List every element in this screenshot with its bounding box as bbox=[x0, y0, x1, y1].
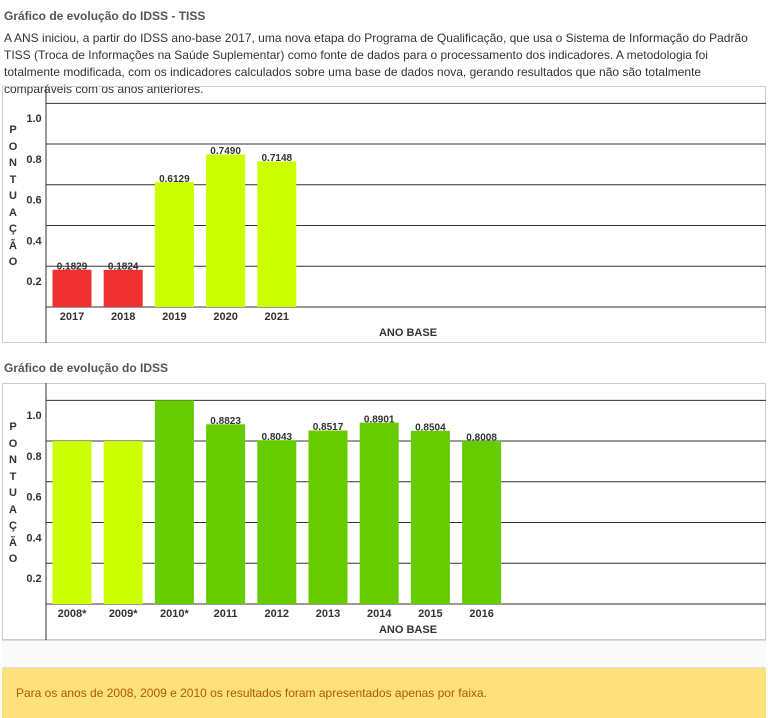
value-label: 0.7148 bbox=[262, 153, 293, 164]
bar bbox=[154, 182, 194, 307]
chart: 0.2 0.4 0.6 0.8 1.0 2008* 2009* 2010* 2011 0.8823… bbox=[2, 383, 766, 640]
y-tick-label: 1.0 bbox=[26, 410, 41, 422]
bar bbox=[52, 441, 92, 604]
y-tick-label: 0.8 bbox=[26, 154, 41, 166]
chart-frame bbox=[2, 86, 766, 343]
separator bbox=[2, 640, 766, 668]
x-tick-label: 2015 bbox=[418, 608, 442, 620]
bar bbox=[206, 154, 246, 307]
y-tick-label: 0.6 bbox=[26, 195, 41, 207]
value-label: 0.8823 bbox=[210, 416, 241, 427]
y-tick-label: 0.4 bbox=[26, 235, 42, 247]
y-axis-title: PONTUAÇÃO bbox=[8, 421, 18, 565]
value-label: 0.8043 bbox=[262, 432, 293, 443]
value-label: 0.8517 bbox=[313, 422, 344, 433]
x-tick-label: 2016 bbox=[469, 608, 493, 620]
y-tick-label: 0.2 bbox=[26, 276, 41, 288]
bar bbox=[257, 161, 297, 307]
bar bbox=[103, 269, 143, 307]
bar bbox=[257, 440, 297, 604]
y-tick-label: 0.6 bbox=[26, 492, 41, 504]
bar bbox=[308, 430, 348, 604]
x-tick-label: 2021 bbox=[265, 311, 289, 323]
bar bbox=[103, 441, 143, 604]
bar bbox=[410, 430, 450, 604]
x-tick-label: 2009* bbox=[109, 608, 138, 620]
y-axis-title: PONTUAÇÃO bbox=[8, 124, 18, 268]
x-tick-label: 2017 bbox=[60, 311, 84, 323]
value-label: 0.1824 bbox=[108, 261, 139, 272]
y-tick-label: 0.8 bbox=[26, 451, 41, 463]
chart-title: Gráfico de evolução do IDSS - TISS bbox=[4, 9, 206, 23]
x-tick-label: 2020 bbox=[213, 311, 237, 323]
note: Para os anos de 2008, 2009 e 2010 os res… bbox=[2, 668, 766, 718]
value-label: 0.8008 bbox=[466, 433, 497, 444]
chart: 0.2 0.4 0.6 0.8 1.0 2017 0.1829 2018 0.1824 2019 0… bbox=[2, 86, 766, 343]
intro-text: A ANS iniciou, a partir do IDSS ano-base… bbox=[4, 31, 748, 96]
value-label: 0.7490 bbox=[210, 146, 241, 157]
x-tick-label: 2013 bbox=[316, 608, 340, 620]
value-label: 0.8504 bbox=[415, 422, 446, 433]
bar bbox=[52, 269, 92, 307]
x-tick-label: 2012 bbox=[265, 608, 289, 620]
bar bbox=[154, 400, 194, 604]
x-axis-title: ANO BASE bbox=[379, 624, 437, 636]
x-tick-label: 2008* bbox=[58, 608, 87, 620]
y-tick-label: 0.4 bbox=[26, 532, 42, 544]
value-label: 0.8901 bbox=[364, 414, 395, 425]
x-tick-label: 2014 bbox=[367, 608, 392, 620]
x-tick-label: 2010* bbox=[160, 608, 189, 620]
chart-frame bbox=[2, 383, 766, 640]
chart-title: Gráfico de evolução do IDSS bbox=[4, 361, 169, 375]
y-tick-label: 0.2 bbox=[26, 573, 41, 585]
x-tick-label: 2019 bbox=[162, 311, 186, 323]
bar bbox=[359, 422, 399, 604]
bar bbox=[462, 440, 502, 604]
x-tick-label: 2011 bbox=[214, 608, 238, 620]
y-tick-label: 1.0 bbox=[26, 113, 41, 125]
value-label: 0.6129 bbox=[159, 174, 190, 185]
bar bbox=[206, 424, 246, 604]
x-axis-title: ANO BASE bbox=[379, 327, 437, 339]
value-label: 0.1829 bbox=[57, 261, 88, 272]
x-tick-label: 2018 bbox=[111, 311, 135, 323]
